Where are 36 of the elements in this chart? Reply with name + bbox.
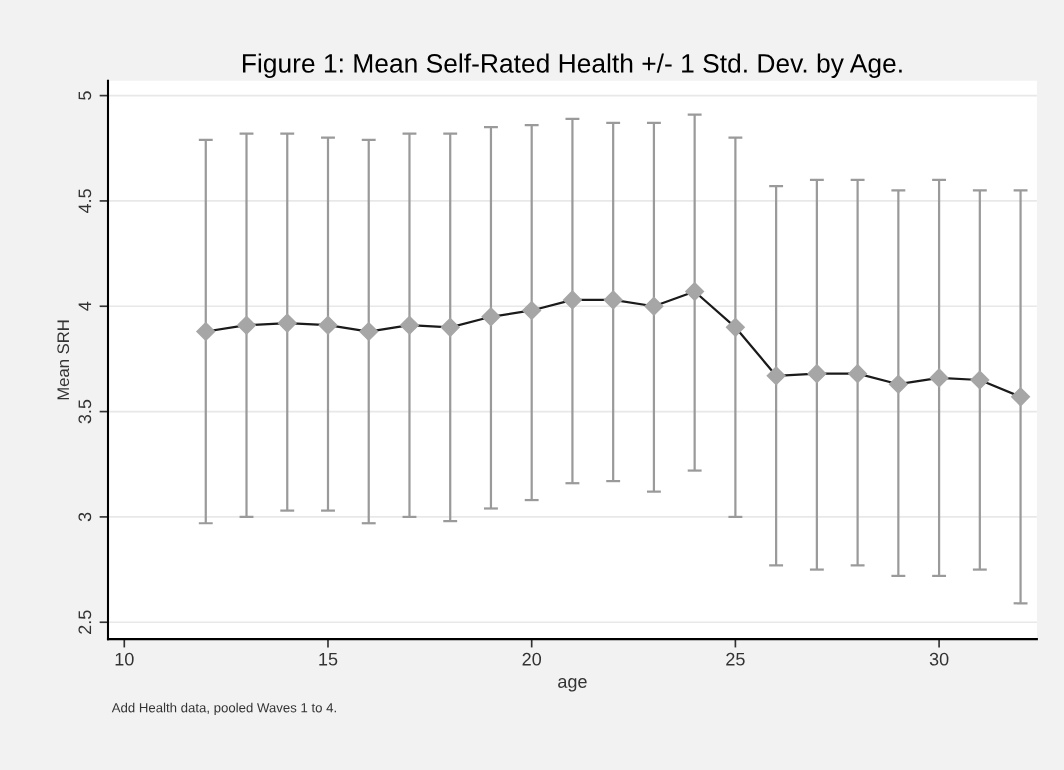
x-tick-label: 20 <box>522 652 542 666</box>
point <box>196 322 216 342</box>
x-axis-title: age <box>558 678 587 692</box>
point <box>399 315 420 335</box>
y-tick-label: 4 <box>78 301 92 311</box>
point <box>603 290 623 310</box>
point <box>644 296 664 316</box>
point <box>929 368 949 388</box>
y-tick-label: 2.5 <box>78 610 92 634</box>
point <box>1011 387 1031 407</box>
point <box>685 281 705 302</box>
y-tick-label: 3.5 <box>78 399 92 424</box>
y-tick-label: 5 <box>78 91 92 100</box>
point <box>766 366 786 386</box>
point <box>440 317 460 337</box>
point <box>522 300 542 321</box>
point <box>359 322 379 342</box>
x-tick-label: 25 <box>726 652 745 666</box>
point <box>236 315 257 335</box>
point <box>970 370 990 390</box>
y-tick-label: 4.5 <box>78 189 92 214</box>
point <box>848 364 868 384</box>
point <box>277 313 297 333</box>
point <box>725 317 745 337</box>
y-axis-title: Mean SRH <box>57 320 70 400</box>
point <box>807 364 827 384</box>
chart-title: Figure 1: Mean Self-Rated Health +/- 1 Std. Dev. by Age. <box>242 53 902 78</box>
point <box>562 290 582 310</box>
x-tick-label: 10 <box>115 652 134 666</box>
point <box>481 307 501 327</box>
x-tick-label: 30 <box>929 652 949 666</box>
point <box>318 315 338 335</box>
x-tick-label: 15 <box>319 652 338 666</box>
point <box>888 374 908 394</box>
text: Add Health data, pooled Waves 1 to 4. <box>111 702 336 715</box>
y-tick-label: 3 <box>78 512 92 522</box>
